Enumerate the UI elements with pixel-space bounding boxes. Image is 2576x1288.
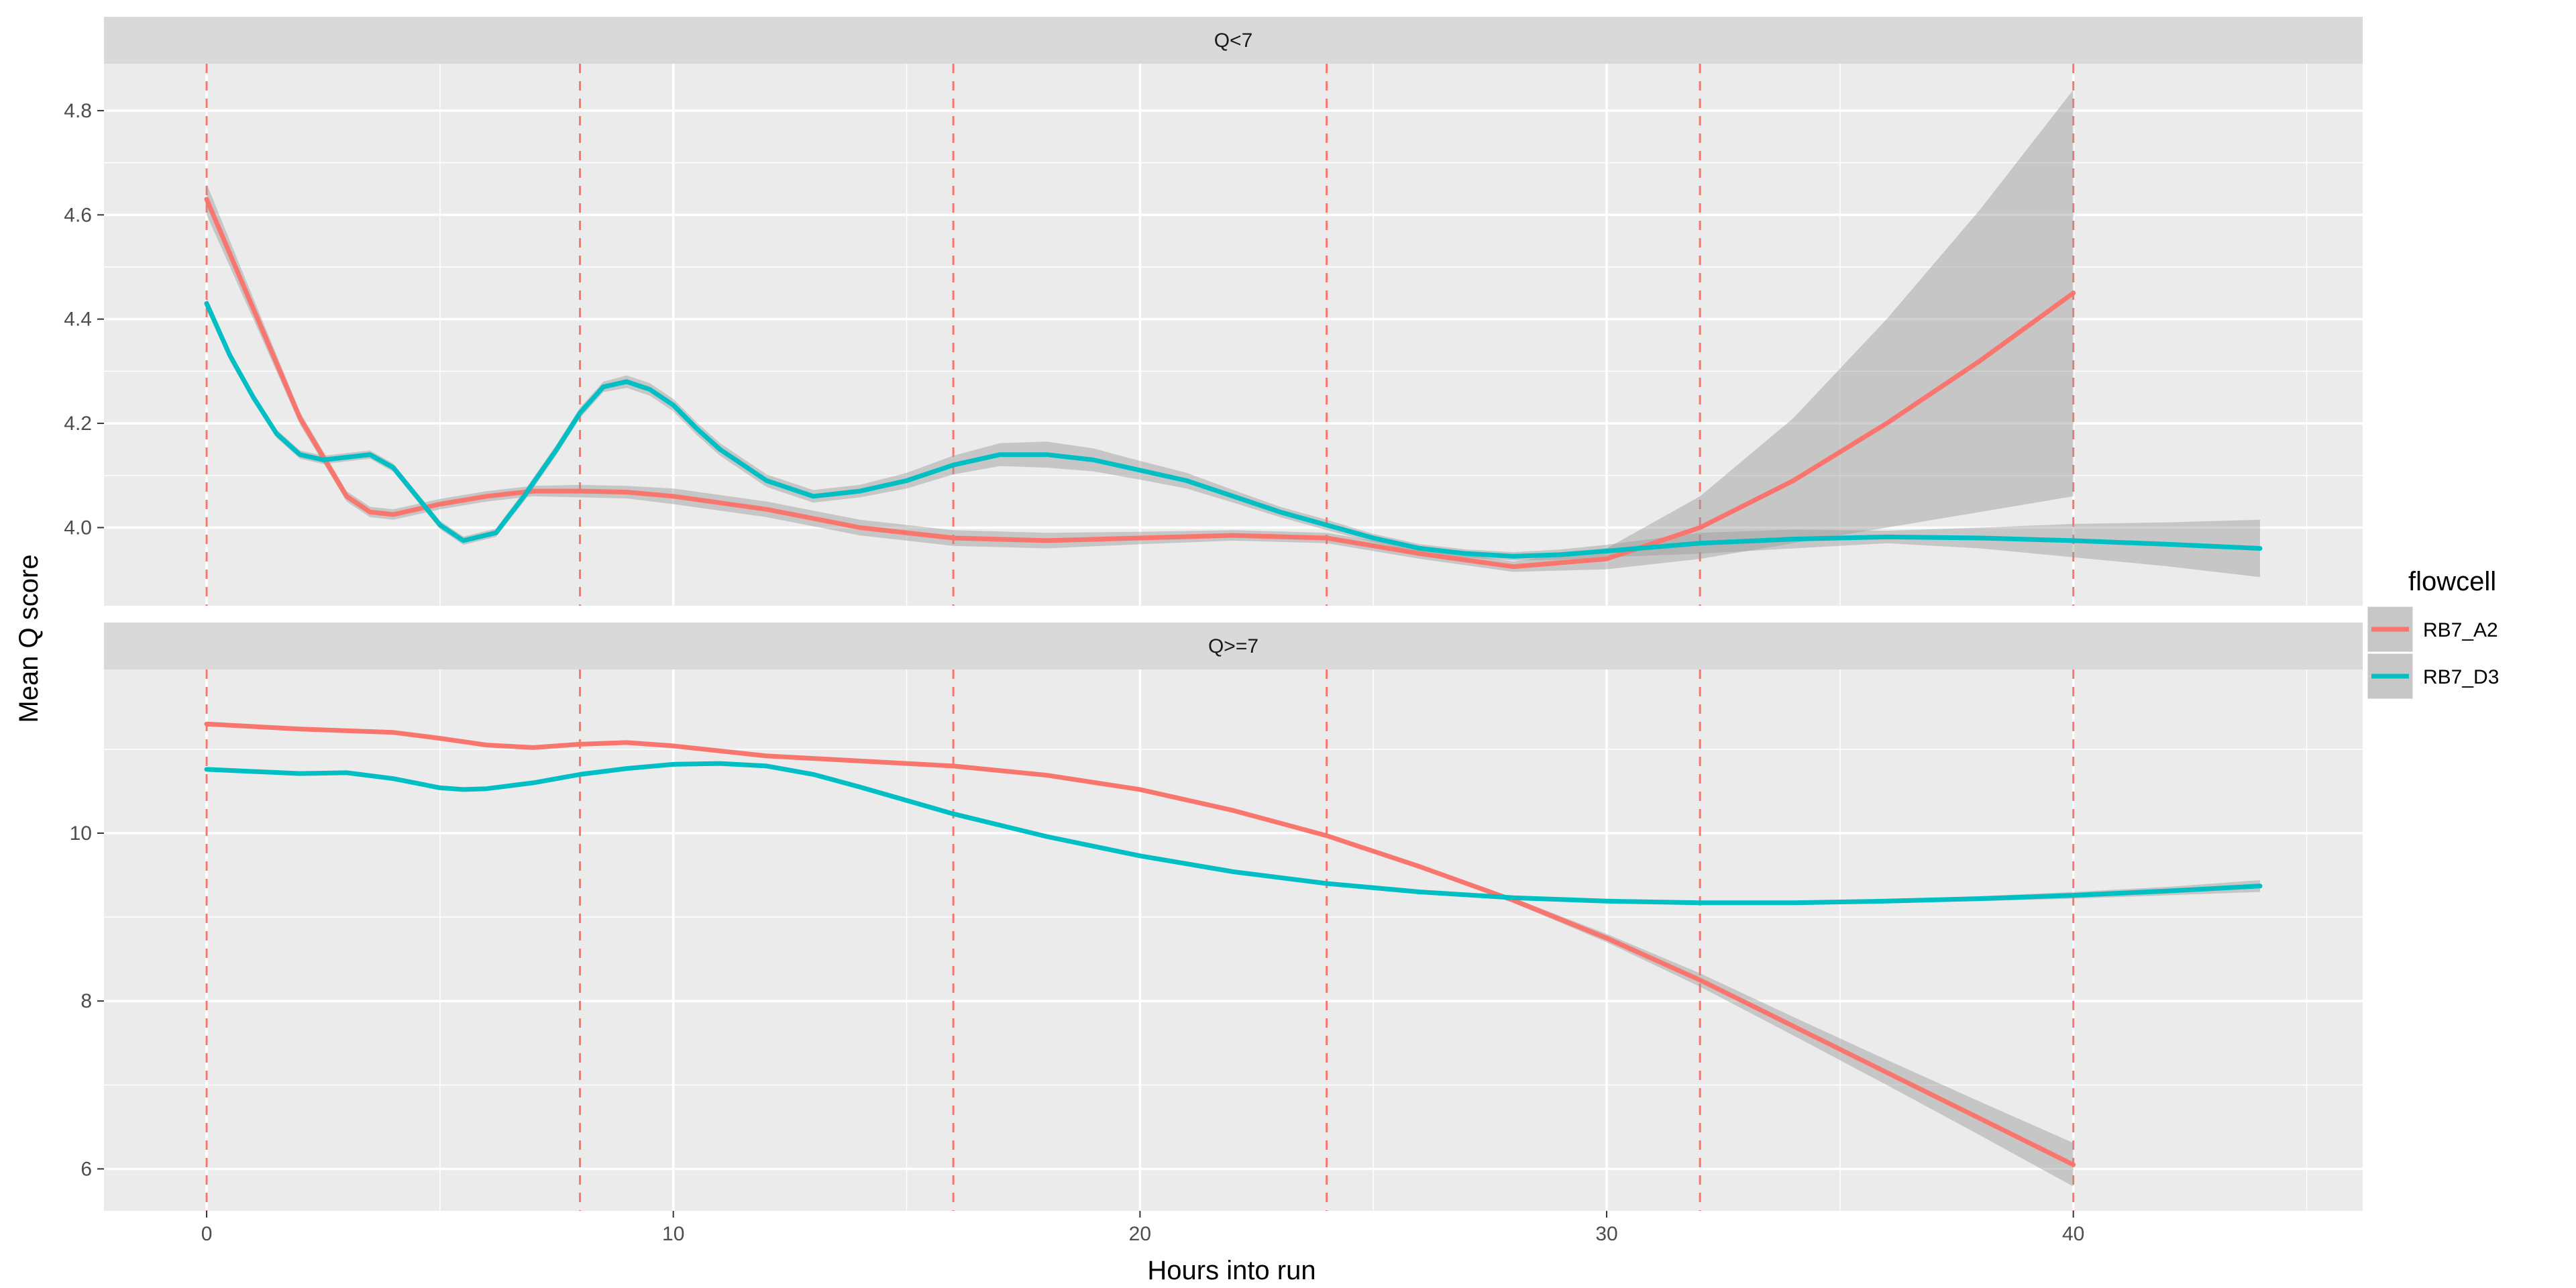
reference-lines [205,64,2075,606]
confidence-band-rb7-d3 [207,297,2260,578]
legend: flowcell RB7_A2 RB7_D3 [2365,567,2499,701]
x-tick-label: 40 [2062,1223,2084,1245]
x-tick-label: 30 [1595,1223,1617,1245]
y-axis-title: Mean Q score [14,554,44,722]
x-axis: 0 10 20 30 40 [201,1211,2084,1245]
series-line-rb7-d3 [204,761,2263,906]
y-tick-label: 8 [80,990,92,1012]
grid [104,669,2363,1211]
y-axis: 4.0 4.2 4.4 4.6 4.8 [64,100,104,539]
y-tick-label: 4.2 [64,413,92,435]
x-tick-label: 0 [201,1223,213,1245]
y-tick-label: 10 [70,822,92,845]
y-tick-label: 4.4 [64,309,92,331]
y-tick-label: 4.6 [64,204,92,226]
legend-label: RB7_D3 [2423,666,2499,688]
facet-strip [104,17,2363,64]
legend-key-rb7-d3: RB7_D3 [2365,651,2499,701]
facet-panel: Q<7 4.0 4.2 4.4 4.6 4.8 [64,17,2363,606]
y-tick-label: 4.0 [64,517,92,539]
series-line-rb7-d3 [204,301,2263,559]
legend-key-rb7-a2: RB7_A2 [2365,604,2498,654]
series-line-rb7-a2 [204,721,2076,1167]
panel-background [104,64,2363,606]
y-tick-label: 4.8 [64,100,92,122]
facet-panel: Q>=7 6 8 10 [70,623,2363,1211]
x-axis-title: Hours into run [1147,1256,1316,1285]
plot-area [204,721,2263,1187]
x-tick-label: 20 [1129,1223,1151,1245]
confidence-band-rb7-a2 [207,89,2074,572]
y-axis: 6 8 10 [70,822,104,1180]
facet-strip [104,623,2363,669]
facet-strip-label: Q>=7 [1208,635,1258,657]
reference-lines [205,669,2075,1211]
panels: Q<7 4.0 4.2 4.4 4.6 4.8 Q>=7 6 8 10 [64,17,2363,1211]
plot-area [204,89,2263,578]
y-tick-label: 6 [80,1158,92,1180]
legend-label: RB7_A2 [2423,619,2498,641]
legend-title: flowcell [2408,567,2496,596]
series-line-rb7-a2 [204,197,2076,570]
facet-strip-label: Q<7 [1214,30,1253,52]
x-tick-label: 10 [662,1223,684,1245]
